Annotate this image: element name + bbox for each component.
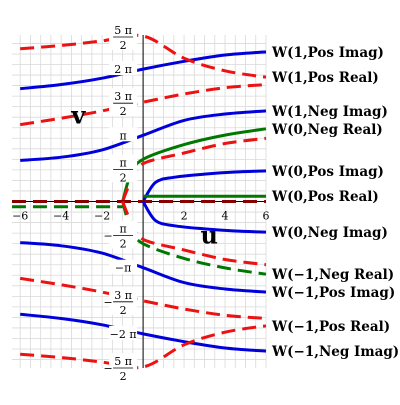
x-axis-label: u [200,221,217,250]
series-line-13 [20,241,267,294]
y-tick-numerator: π [119,156,126,169]
legend: W(1,Pos Imag) W(1,Pos Real) W(1,Neg Imag) W… [271,45,399,360]
series-line-2 [20,109,267,162]
series-line-6 [141,169,267,203]
y-tick-minus: − [103,362,112,375]
x-tick-label: 2 [181,210,188,223]
legend-label: W(−1,Pos Real) [271,319,390,335]
legend-label: W(0,Neg Real) [271,122,383,138]
legend-label: W(1,Pos Imag) [271,45,384,61]
y-tick-bg [109,220,138,249]
series-line-0 [20,50,267,91]
y-tick-label: −π [115,262,131,275]
y-tick-bg [109,325,138,340]
x-tick-label: −2 [94,210,110,223]
series-line-1 [20,33,267,79]
y-tick-numerator: π [119,223,126,236]
y-tick-denominator: 2 [120,171,127,184]
y-tick-denominator: 2 [120,304,127,317]
legend-label: W(−1,Neg Real) [271,267,394,283]
legend-label: W(0,Neg Imag) [271,225,388,241]
legend-label: W(0,Pos Imag) [271,164,384,180]
legend-label: W(−1,Pos Imag) [271,285,395,301]
x-tick-label: 4 [222,210,229,223]
y-tick-bg [109,286,138,315]
y-tick-minus: − [103,296,112,309]
y-tick-denominator: 2 [120,105,127,118]
legend-label: W(1,Pos Real) [271,70,379,86]
y-tick-numerator: 5 π [114,355,132,368]
y-tick-label: −2 π [110,328,137,341]
y-tick-label: π [119,129,126,142]
y-tick-numerator: 5 π [114,24,132,37]
y-tick-minus: − [103,230,112,243]
y-tick-bg [109,61,138,76]
y-tick-numerator: 3 π [114,289,132,302]
x-tick-label: 6 [263,210,270,223]
y-tick-bg [109,353,138,382]
x-tick-label: −6 [12,210,28,223]
legend-label: W(1,Neg Imag) [271,104,388,120]
series-line-16 [20,324,267,370]
x-tick-label: −4 [53,210,69,223]
y-tick-bg [109,259,138,274]
y-tick-bg [109,88,138,117]
series-line-15 [20,312,267,353]
y-tick-numerator: 3 π [114,90,132,103]
legend-label: W(0,Pos Real) [271,189,379,205]
y-tick-bg [109,154,138,183]
legend-label: W(−1,Neg Imag) [271,344,399,360]
y-tick-bg [109,21,138,50]
y-tick-denominator: 2 [120,370,127,383]
series-line-9 [141,200,267,234]
y-tick-denominator: 2 [120,39,127,52]
y-tick-bg [109,127,138,142]
y-axis-label: v [70,101,86,130]
y-tick-label: 2 π [114,63,132,76]
y-tick-denominator: 2 [120,238,127,251]
